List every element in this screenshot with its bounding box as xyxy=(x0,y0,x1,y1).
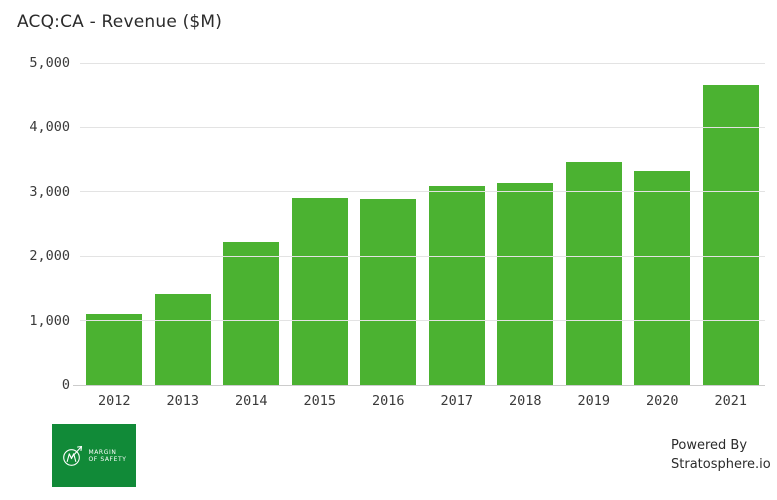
logo-text-line2: OF SAFETY xyxy=(88,455,127,463)
gridline xyxy=(80,320,765,322)
x-tick-label: 2021 xyxy=(714,393,747,409)
x-tick-label: 2012 xyxy=(97,393,131,409)
x-tick-label: 2013 xyxy=(166,393,199,409)
margin-of-safety-emblem-icon xyxy=(63,445,83,466)
plot-area xyxy=(73,62,765,386)
bar-slot xyxy=(149,63,218,385)
bar-slot xyxy=(217,63,286,385)
bar-2020[interactable] xyxy=(634,171,691,385)
gridline xyxy=(80,62,765,64)
gridline xyxy=(80,191,765,193)
y-axis: 0 1,000 2,000 3,000 4,000 5,000 xyxy=(0,55,70,393)
powered-by-attribution: Powered By Stratosphere.io xyxy=(671,436,771,474)
margin-of-safety-logo: MARGIN OF SAFETY xyxy=(52,424,136,487)
bar-slot xyxy=(354,63,423,385)
bar-2015[interactable] xyxy=(291,197,348,385)
y-tick-label: 1,000 xyxy=(29,312,70,329)
x-tick-label: 2014 xyxy=(234,393,268,409)
bar-slot xyxy=(628,63,697,385)
x-tick-label: 2016 xyxy=(371,393,405,409)
x-tick-label: 2017 xyxy=(440,393,473,409)
x-tick-label: 2018 xyxy=(508,393,542,409)
bar-2018[interactable] xyxy=(497,182,554,385)
bar-2013[interactable] xyxy=(154,294,211,385)
bar-slot xyxy=(491,63,560,385)
bar-2017[interactable] xyxy=(428,186,485,385)
bar-slot xyxy=(697,63,766,385)
y-tick-label: 2,000 xyxy=(29,248,70,265)
bar-2019[interactable] xyxy=(565,161,622,385)
x-axis: 2012 2013 2014 2015 2016 2017 2018 2019 2020 2021 xyxy=(80,392,765,410)
x-tick-label: 2020 xyxy=(645,393,679,409)
y-tick-label: 0 xyxy=(61,377,70,393)
bar-2016[interactable] xyxy=(360,198,417,385)
bar-2012[interactable] xyxy=(86,314,143,385)
y-tick-label: 3,000 xyxy=(29,183,70,200)
y-tick-label: 4,000 xyxy=(29,119,70,136)
stratosphere-link[interactable]: Stratosphere.io xyxy=(671,457,771,472)
x-tick-label: 2019 xyxy=(577,393,610,409)
x-tick-label: 2015 xyxy=(303,393,336,409)
gridline xyxy=(80,126,765,128)
chart-title: ACQ:CA - Revenue ($M) xyxy=(17,12,223,32)
x-axis-line xyxy=(73,384,765,386)
bar-slot xyxy=(423,63,492,385)
bar-2014[interactable] xyxy=(223,242,280,385)
logo-text-line1: MARGIN xyxy=(88,448,117,456)
bar-slot xyxy=(286,63,355,385)
bar-slot xyxy=(560,63,629,385)
logo-wordmark: MARGIN OF SAFETY xyxy=(88,449,126,463)
powered-by-line: Powered By xyxy=(671,438,748,453)
bars-row xyxy=(80,63,765,385)
y-tick-label: 5,000 xyxy=(29,55,70,71)
bar-slot xyxy=(80,63,149,385)
gridline xyxy=(80,255,765,257)
bar-2021[interactable] xyxy=(702,85,759,385)
